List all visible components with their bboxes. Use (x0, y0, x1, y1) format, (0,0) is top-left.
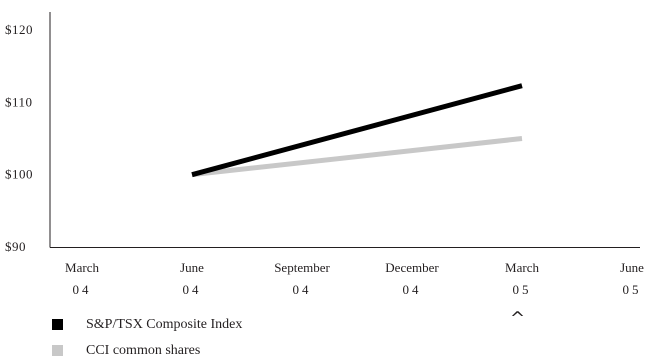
x-tick-label: March (505, 260, 539, 275)
x-tick-label: 05 (513, 282, 532, 297)
y-tick-label: $100 (5, 167, 33, 182)
legend-label: S&P/TSX Composite Index (86, 317, 243, 332)
y-axis-ticks: $120 $110 $100 $90 (5, 22, 33, 254)
x-tick-label: June (620, 260, 644, 275)
x-tick-label: September (274, 260, 330, 275)
y-tick-label: $110 (5, 94, 33, 109)
x-tick-label: 04 (403, 282, 422, 297)
y-tick-label: $90 (5, 239, 26, 254)
series-line-sp-tsx (191, 83, 523, 178)
legend-swatch (52, 319, 63, 330)
x-axis-ticks: March 04 June 04 September 04 December 04 March 0… (65, 260, 644, 297)
chart-axes (49, 12, 640, 248)
x-tick-label: 04 (73, 282, 92, 297)
x-tick-label: December (385, 260, 439, 275)
x-tick-label: 04 (293, 282, 312, 297)
x-tick-label: March (65, 260, 99, 275)
series-lines (191, 83, 523, 178)
legend-swatch (52, 345, 63, 356)
x-tick-label: June (180, 260, 204, 275)
x-tick-label: 05 (623, 282, 642, 297)
x-tick-label: 04 (183, 282, 202, 297)
caret-marker: ^ (510, 308, 526, 329)
legend-label: CCI common shares (86, 343, 201, 358)
series-line-cci (191, 136, 523, 178)
y-tick-label: $120 (5, 22, 33, 37)
